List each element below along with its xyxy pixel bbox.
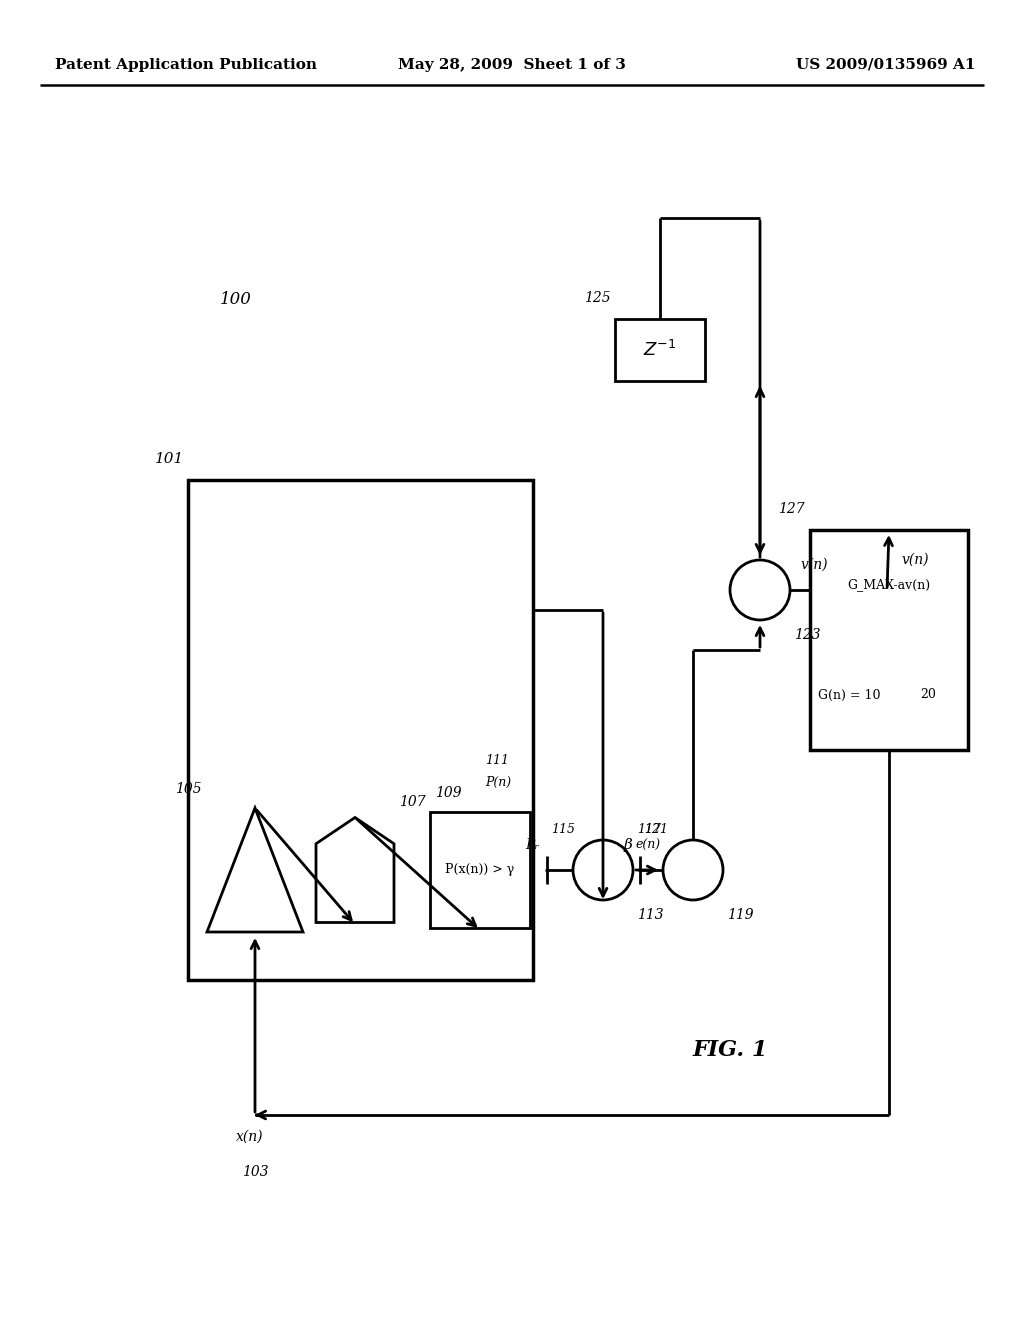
Text: 107: 107 — [399, 796, 426, 809]
Text: 115: 115 — [551, 822, 575, 836]
Text: 20: 20 — [921, 689, 936, 701]
Text: Patent Application Publication: Patent Application Publication — [55, 58, 317, 73]
Text: May 28, 2009  Sheet 1 of 3: May 28, 2009 Sheet 1 of 3 — [398, 58, 626, 73]
Text: 109: 109 — [435, 785, 462, 800]
Polygon shape — [207, 808, 303, 932]
Text: β: β — [624, 838, 632, 851]
Text: P(n): P(n) — [485, 776, 511, 788]
Text: 101: 101 — [155, 451, 184, 466]
Text: $Z^{-1}$: $Z^{-1}$ — [643, 341, 677, 360]
Text: G_MAX-av(n): G_MAX-av(n) — [848, 578, 931, 591]
Circle shape — [573, 840, 633, 900]
Text: 123: 123 — [794, 628, 820, 642]
Text: 100: 100 — [220, 292, 252, 309]
Text: 127: 127 — [778, 502, 805, 516]
Text: v(n): v(n) — [901, 553, 929, 568]
Text: x(n): x(n) — [237, 1130, 264, 1144]
Text: e(n): e(n) — [636, 840, 660, 851]
Text: Pᵣ: Pᵣ — [524, 838, 539, 851]
Circle shape — [730, 560, 790, 620]
Text: G(n) = 10: G(n) = 10 — [818, 689, 881, 701]
Circle shape — [663, 840, 723, 900]
Text: v(n): v(n) — [800, 558, 827, 572]
Text: P(x(n)) > γ: P(x(n)) > γ — [445, 863, 515, 876]
Text: FIG. 1: FIG. 1 — [692, 1039, 768, 1061]
Text: 117: 117 — [637, 822, 662, 836]
Text: 113: 113 — [637, 908, 664, 921]
Polygon shape — [316, 817, 394, 923]
Text: US 2009/0135969 A1: US 2009/0135969 A1 — [796, 58, 975, 73]
Text: 125: 125 — [585, 290, 611, 305]
Text: 105: 105 — [175, 781, 202, 796]
Bar — [188, 480, 534, 979]
Text: 119: 119 — [727, 908, 754, 921]
Text: 111: 111 — [485, 754, 509, 767]
Text: 121: 121 — [644, 822, 668, 836]
Text: 103: 103 — [242, 1166, 268, 1179]
Bar — [615, 319, 705, 381]
Bar — [430, 812, 530, 928]
Bar — [810, 531, 968, 750]
